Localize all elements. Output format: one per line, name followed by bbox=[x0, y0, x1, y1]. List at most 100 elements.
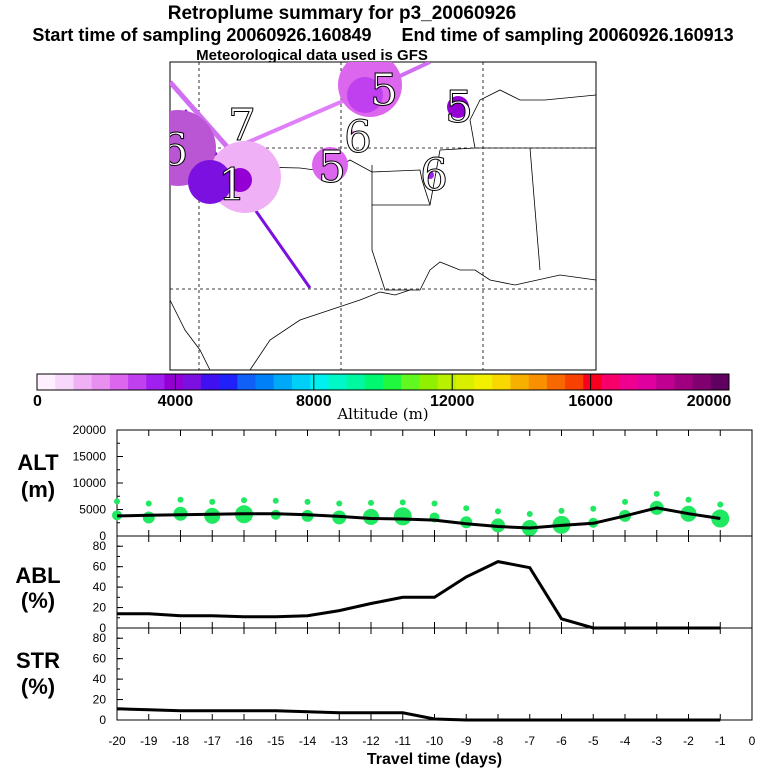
trajectory-line bbox=[170, 80, 232, 152]
colorbar-swatch bbox=[73, 374, 93, 390]
panel-unit-abl: (%) bbox=[21, 588, 55, 613]
colorbar-swatch bbox=[492, 374, 511, 390]
colorbar-swatch bbox=[109, 374, 129, 390]
x-tick-label: -20 bbox=[108, 734, 126, 748]
x-tick-label: -2 bbox=[683, 734, 694, 748]
x-tick-label: -12 bbox=[362, 734, 380, 748]
colorbar-swatch bbox=[437, 374, 457, 390]
colorbar-swatch bbox=[619, 374, 639, 390]
alt-marker bbox=[272, 497, 279, 504]
colorbar-swatch bbox=[692, 374, 712, 390]
y-tick-label: 20 bbox=[93, 601, 107, 615]
alt-marker bbox=[145, 500, 152, 507]
series-line-abl bbox=[117, 560, 721, 630]
alt-marker bbox=[717, 501, 724, 508]
panel-label-abl: ABL bbox=[15, 563, 60, 588]
sampling-times: Start time of sampling 20060926.160849 En… bbox=[0, 25, 768, 46]
colorbar-swatch bbox=[364, 374, 384, 390]
panel-frame bbox=[116, 627, 753, 721]
chart-title: Retroplume summary for p3_20060926 bbox=[167, 3, 517, 24]
end-time-label: End time of sampling 20060926.160913 bbox=[401, 25, 734, 45]
alt-marker bbox=[685, 496, 692, 503]
state-border bbox=[170, 159, 596, 291]
y-tick-label: 15000 bbox=[73, 450, 107, 464]
alt-marker bbox=[590, 505, 597, 512]
x-tick-label: -7 bbox=[524, 734, 535, 748]
colorbar-swatch bbox=[164, 374, 184, 390]
x-tick-label: -16 bbox=[235, 734, 253, 748]
alt-marker bbox=[114, 498, 120, 505]
alt-marker bbox=[209, 498, 216, 505]
alt-marker bbox=[304, 498, 311, 505]
y-tick-label: 80 bbox=[93, 631, 107, 645]
panel-label-alt: ALT bbox=[17, 450, 59, 475]
series-line-str bbox=[116, 707, 721, 722]
x-tick-label: -17 bbox=[204, 734, 222, 748]
alt-marker bbox=[393, 507, 412, 526]
x-tick-label: -10 bbox=[426, 734, 444, 748]
colorbar-swatch bbox=[55, 374, 74, 390]
colorbar-swatch bbox=[601, 374, 621, 390]
colorbar: 0 4000 8000 12000 16000 20000 Altitude (m) bbox=[33, 373, 732, 423]
y-tick-label: 10000 bbox=[73, 476, 107, 490]
plume-day-label: 5 bbox=[370, 65, 398, 116]
colorbar-swatch bbox=[510, 374, 530, 390]
trajectory-line bbox=[229, 96, 351, 152]
colorbar-swatch bbox=[674, 374, 694, 390]
colorbar-swatch bbox=[219, 374, 238, 390]
colorbar-tick-label: 20000 bbox=[687, 393, 732, 410]
plume-circle bbox=[312, 147, 348, 183]
panel-unit-alt: (m) bbox=[21, 477, 55, 502]
colorbar-swatch bbox=[273, 374, 293, 390]
alt-marker bbox=[558, 507, 565, 514]
x-tick-label: -8 bbox=[493, 734, 504, 748]
x-tick-label: -5 bbox=[588, 734, 599, 748]
colorbar-swatch bbox=[419, 374, 439, 390]
colorbar-swatch bbox=[91, 374, 111, 390]
x-axis-label: Travel time (days) bbox=[367, 751, 502, 768]
plume-circle bbox=[347, 130, 355, 138]
x-tick-label: -19 bbox=[140, 734, 158, 748]
plume-circle bbox=[447, 96, 469, 118]
alt-marker bbox=[622, 498, 628, 505]
plume-day-label: 7 bbox=[228, 100, 256, 151]
colorbar-swatch bbox=[401, 374, 420, 390]
y-tick-label: 20 bbox=[93, 693, 107, 707]
colorbar-tick-label: 12000 bbox=[430, 393, 475, 410]
panel-label-str: STR bbox=[16, 648, 60, 673]
coastline bbox=[170, 289, 411, 370]
alt-marker bbox=[363, 508, 379, 525]
colorbar-swatch bbox=[528, 374, 548, 390]
x-tick-label: -14 bbox=[299, 734, 317, 748]
y-tick-label: 80 bbox=[93, 539, 107, 553]
colorbar-swatch bbox=[128, 374, 147, 390]
y-tick-label: 5000 bbox=[79, 503, 106, 517]
plume-circle bbox=[347, 77, 383, 113]
colorbar-swatch bbox=[656, 374, 675, 390]
met-data-label: Meteorological data used is GFS bbox=[196, 47, 428, 64]
colorbar-swatch bbox=[383, 374, 402, 390]
colorbar-swatch bbox=[565, 374, 584, 390]
plume-circle bbox=[188, 160, 232, 204]
colorbar-swatch bbox=[346, 374, 366, 390]
alt-marker bbox=[368, 499, 374, 506]
colorbar-swatch bbox=[637, 374, 657, 390]
colorbar-swatch bbox=[291, 374, 311, 390]
series-line-alt bbox=[116, 506, 721, 530]
colorbar-swatch bbox=[182, 374, 202, 390]
alt-marker bbox=[431, 500, 438, 507]
colorbar-swatch bbox=[200, 374, 220, 390]
x-tick-label: -3 bbox=[651, 734, 662, 748]
x-tick-label: -9 bbox=[461, 734, 472, 748]
alt-marker bbox=[463, 505, 470, 512]
y-tick-label: 0 bbox=[99, 713, 106, 727]
alt-marker bbox=[399, 499, 406, 506]
y-tick-label: 40 bbox=[93, 580, 107, 594]
start-time-label: Start time of sampling 20060926.160849 bbox=[32, 25, 372, 45]
y-tick-label: 20000 bbox=[73, 423, 107, 437]
y-tick-label: 60 bbox=[93, 652, 107, 666]
plume-day-label: 6 bbox=[344, 112, 372, 163]
colorbar-swatch bbox=[455, 374, 475, 390]
panel-unit-str: (%) bbox=[21, 674, 55, 699]
